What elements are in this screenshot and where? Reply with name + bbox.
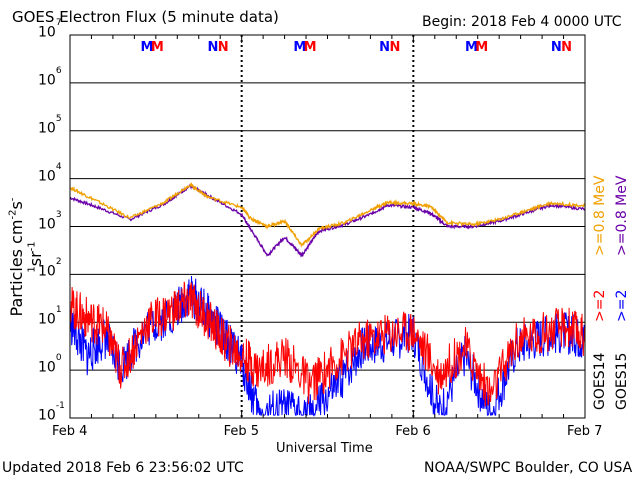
x-tick-marks [69,35,586,418]
x-tick-label: Feb 5 [223,424,260,439]
satellite-marker: M [150,40,165,55]
series-line-goes14-2-mev [69,281,586,407]
satellite-marker: N [379,40,392,55]
legend-goes14-ge08: >=0.8 MeV [592,175,608,256]
satellite-marker: N [550,40,563,55]
y-tick-label: 107 [38,18,62,41]
satellite-marker: M [293,40,308,55]
y-tick-label: 101 [38,305,62,328]
y-tick-label: 106 [38,65,62,89]
y-tick-label: 105 [38,113,62,137]
x-tick-label: Feb 6 [395,424,431,439]
y-tick-label: 10-1 [38,401,65,424]
legend-goes14-ge2: >=2 [592,289,608,322]
y-tick-label: 104 [38,161,62,185]
x-tick-label: Feb 4 [52,424,88,439]
y-tick-label: 103 [38,209,62,233]
satellite-marker: N [389,40,402,55]
y-tick-label: 102 [38,257,62,281]
y-axis-label: Particles cm-2s-1sr-1 [7,197,45,317]
updated-timestamp: Updated 2018 Feb 6 23:56:02 UTC [2,460,244,476]
series-line-goes14-0-8-mev [69,182,586,248]
satellite-marker: N [207,40,220,55]
y-tick-label: 100 [38,353,62,376]
legend-goes15: GOES15 [614,352,630,410]
begin-time-label: Begin: 2018 Feb 4 0000 UTC [422,14,622,30]
series-line-goes15-0-8-mev [70,183,586,258]
satellite-marker: M [303,40,318,55]
legend-goes15-ge08: >=0.8 MeV [614,175,630,256]
credit-label: NOAA/SWPC Boulder, CO USA [424,460,633,476]
satellite-marker: N [217,40,230,55]
legend-goes15-ge2: >=2 [614,289,630,322]
chart-title: GOES Electron Flux (5 minute data) [12,8,279,26]
x-axis-label: Universal Time [276,441,373,456]
x-tick-label: Feb 7 [567,424,603,439]
chart-series [69,182,586,417]
legend-goes14: GOES14 [592,352,608,410]
satellite-marker: M [475,40,490,55]
satellite-marker: M [140,40,155,55]
satellite-marker: M [464,40,479,55]
satellite-marker: N [561,40,573,55]
